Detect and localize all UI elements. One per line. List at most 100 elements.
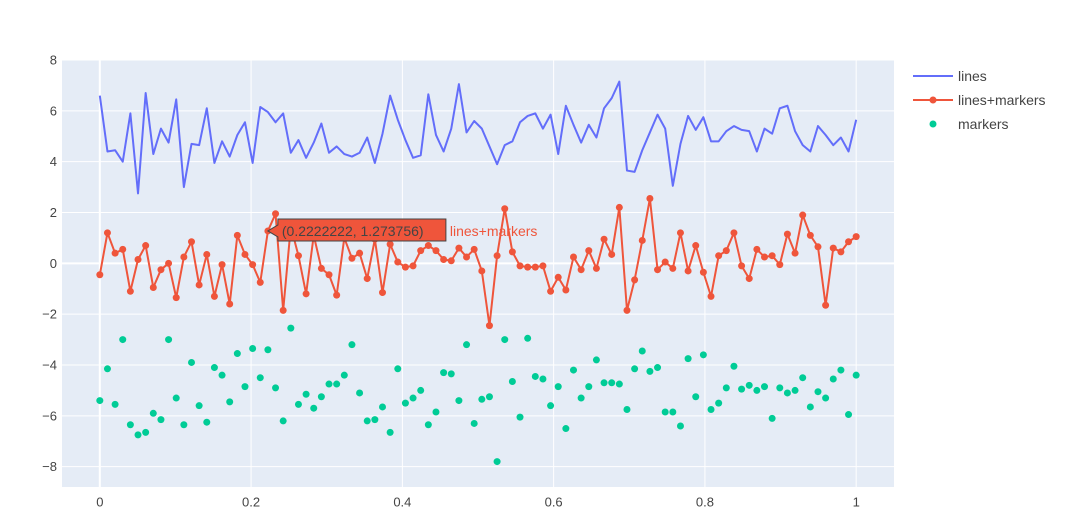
data-point[interactable] (638, 347, 646, 355)
data-point[interactable] (264, 346, 272, 354)
data-point[interactable] (417, 247, 425, 255)
data-point[interactable] (600, 379, 608, 387)
data-point[interactable] (799, 374, 807, 382)
data-point[interactable] (356, 249, 364, 257)
data-point[interactable] (570, 253, 577, 261)
data-point[interactable] (768, 252, 776, 260)
data-point[interactable] (585, 247, 593, 255)
legend-item[interactable]: markers (929, 116, 1009, 132)
data-point[interactable] (333, 291, 341, 299)
data-point[interactable] (180, 421, 188, 429)
data-point[interactable] (424, 421, 432, 429)
data-point[interactable] (310, 404, 318, 412)
data-point[interactable] (592, 356, 600, 364)
data-point[interactable] (615, 380, 623, 388)
data-point[interactable] (256, 374, 264, 382)
data-point[interactable] (279, 417, 287, 425)
data-point[interactable] (203, 250, 211, 258)
data-point[interactable] (379, 289, 386, 297)
data-point[interactable] (134, 431, 142, 439)
data-point[interactable] (806, 403, 814, 411)
data-point[interactable] (470, 245, 478, 253)
data-point[interactable] (401, 399, 409, 407)
data-point[interactable] (845, 238, 853, 246)
data-point[interactable] (600, 235, 608, 243)
data-point[interactable] (608, 250, 616, 258)
data-point[interactable] (325, 380, 333, 388)
data-point[interactable] (631, 276, 639, 284)
data-point[interactable] (722, 384, 730, 392)
data-point[interactable] (317, 393, 325, 401)
data-point[interactable] (478, 267, 486, 275)
data-point[interactable] (715, 252, 723, 260)
data-point[interactable] (302, 390, 310, 398)
data-point[interactable] (463, 341, 471, 349)
data-point[interactable] (715, 399, 723, 407)
data-point[interactable] (96, 397, 104, 405)
data-point[interactable] (126, 287, 134, 295)
data-point[interactable] (226, 398, 234, 406)
data-point[interactable] (493, 252, 501, 260)
data-point[interactable] (256, 278, 264, 286)
data-point[interactable] (96, 271, 104, 279)
data-point[interactable] (294, 400, 302, 408)
data-point[interactable] (646, 195, 654, 203)
data-point[interactable] (692, 393, 700, 401)
data-point[interactable] (386, 240, 394, 248)
data-point[interactable] (539, 262, 547, 270)
data-point[interactable] (149, 283, 157, 291)
data-point[interactable] (165, 336, 173, 344)
data-point[interactable] (348, 254, 356, 262)
data-point[interactable] (188, 238, 195, 246)
data-point[interactable] (126, 421, 134, 429)
data-point[interactable] (134, 256, 142, 264)
data-point[interactable] (394, 258, 402, 266)
data-point[interactable] (539, 375, 547, 383)
data-point[interactable] (432, 247, 440, 255)
data-point[interactable] (722, 247, 730, 255)
data-point[interactable] (699, 351, 707, 359)
data-point[interactable] (463, 253, 471, 261)
data-point[interactable] (562, 286, 570, 294)
data-point[interactable] (631, 365, 639, 373)
data-point[interactable] (822, 394, 830, 402)
data-point[interactable] (233, 350, 241, 358)
data-point[interactable] (661, 408, 669, 416)
data-point[interactable] (745, 381, 753, 389)
data-point[interactable] (455, 397, 463, 405)
data-point[interactable] (172, 294, 180, 302)
data-point[interactable] (577, 266, 585, 274)
data-point[interactable] (776, 261, 784, 269)
data-point[interactable] (554, 273, 562, 281)
data-point[interactable] (195, 281, 203, 289)
data-point[interactable] (333, 380, 341, 388)
data-point[interactable] (424, 242, 432, 250)
data-point[interactable] (654, 266, 662, 274)
data-point[interactable] (852, 233, 860, 241)
data-point[interactable] (195, 402, 203, 410)
data-point[interactable] (294, 252, 302, 260)
data-point[interactable] (531, 263, 539, 271)
data-point[interactable] (379, 403, 386, 411)
data-point[interactable] (409, 262, 417, 270)
data-point[interactable] (103, 229, 111, 237)
data-point[interactable] (524, 334, 532, 342)
data-point[interactable] (837, 366, 845, 374)
data-point[interactable] (325, 271, 333, 279)
data-point[interactable] (608, 379, 616, 387)
data-point[interactable] (111, 400, 119, 408)
data-point[interactable] (669, 264, 677, 272)
data-point[interactable] (249, 261, 257, 269)
data-point[interactable] (684, 355, 692, 363)
data-point[interactable] (241, 250, 249, 258)
data-point[interactable] (363, 417, 371, 425)
data-point[interactable] (302, 290, 310, 298)
data-point[interactable] (279, 306, 287, 314)
data-point[interactable] (470, 419, 478, 427)
data-point[interactable] (501, 336, 509, 344)
data-point[interactable] (188, 358, 195, 366)
data-point[interactable] (753, 245, 761, 253)
data-point[interactable] (103, 365, 111, 373)
data-point[interactable] (814, 243, 822, 251)
data-point[interactable] (210, 364, 218, 372)
